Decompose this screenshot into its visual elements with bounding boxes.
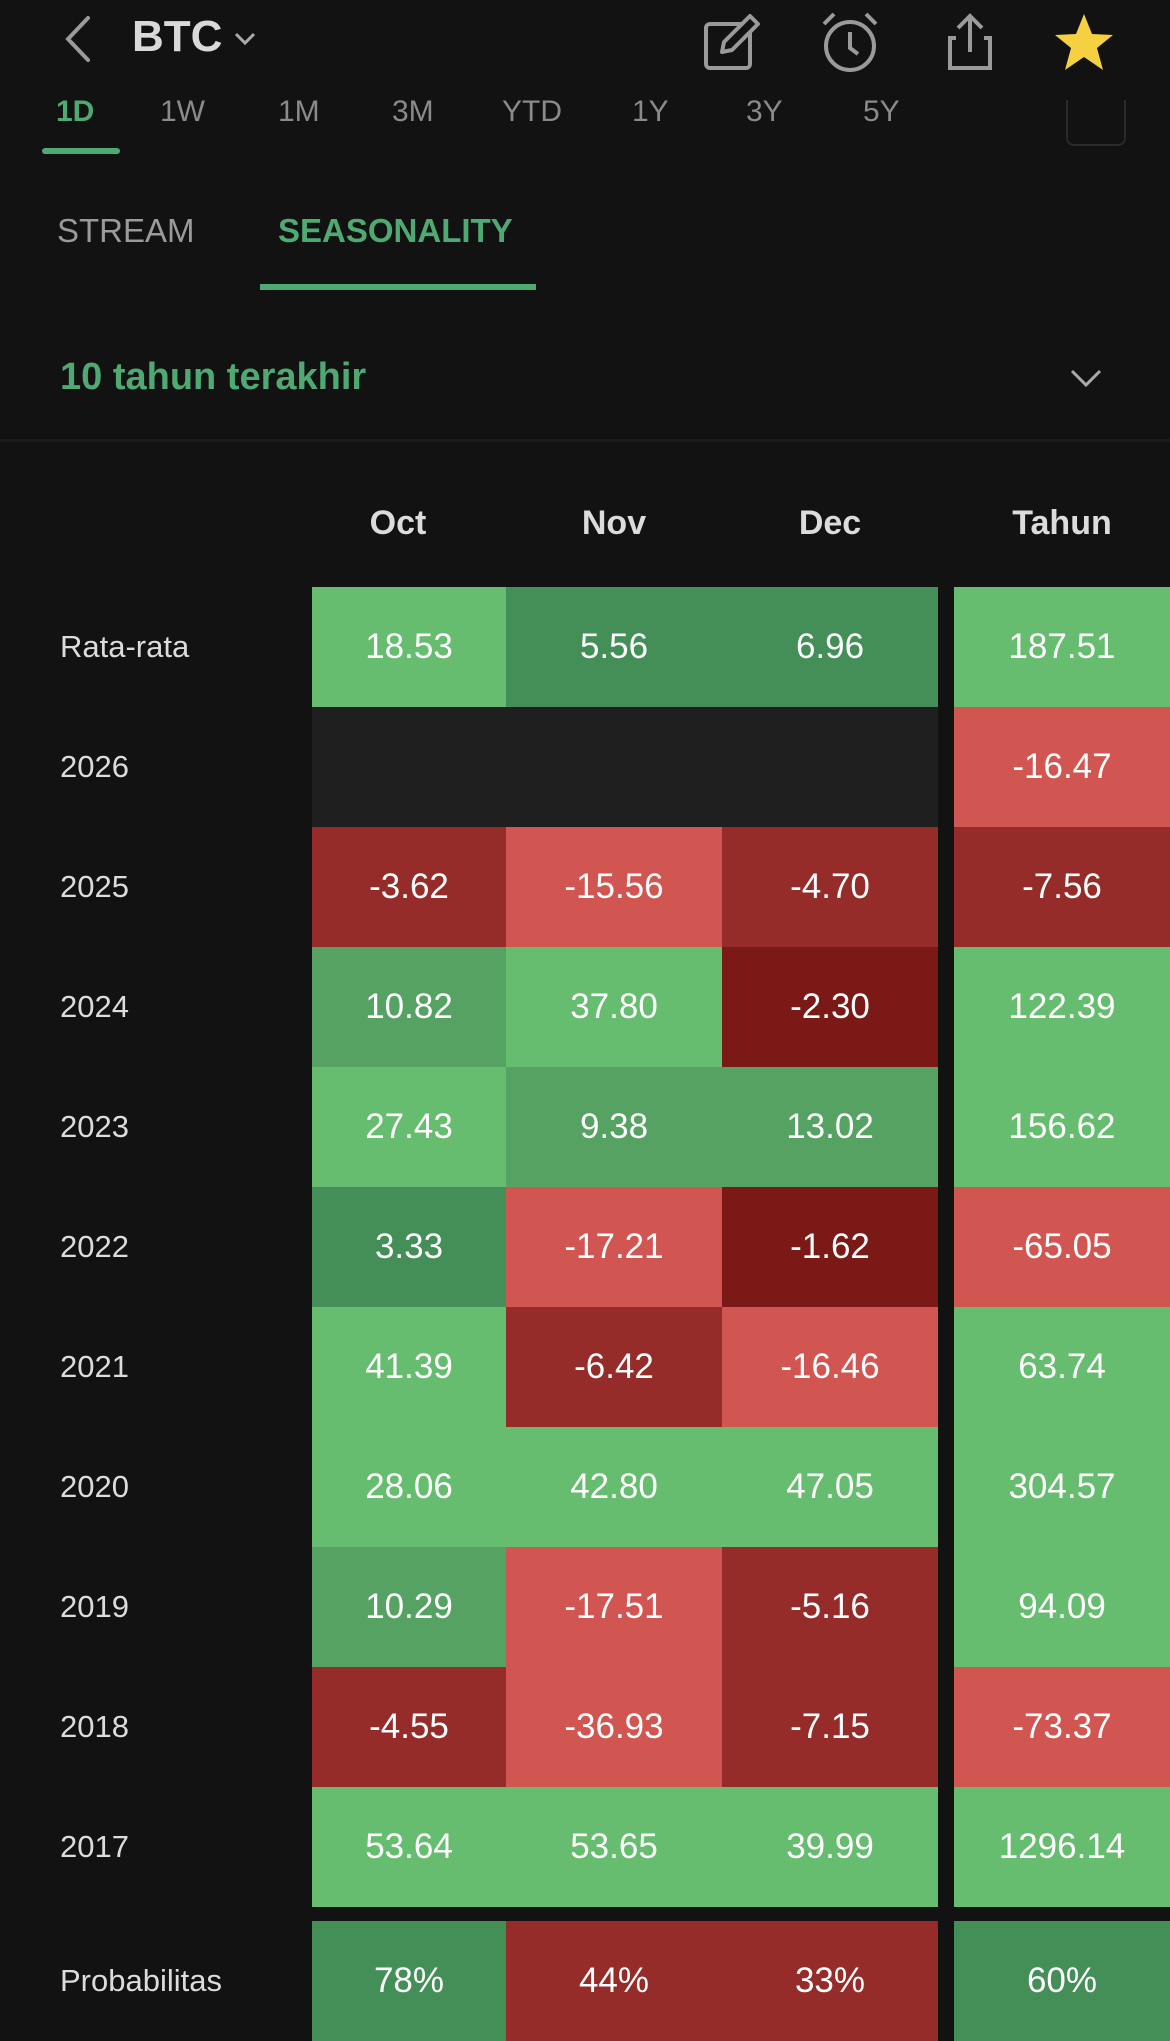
table-cell: 10.29 [312,1547,506,1667]
table-cell: -6.42 [506,1307,722,1427]
table-cell: 156.62 [954,1067,1170,1187]
row-label: 2022 [60,1229,129,1264]
chevron-down-icon[interactable] [232,28,258,48]
chevron-down-icon[interactable] [1068,366,1104,390]
table-cell: 28.06 [312,1427,506,1547]
table-cell: 63.74 [954,1307,1170,1427]
table-cell: 27.43 [312,1067,506,1187]
edit-icon[interactable] [700,10,764,74]
table-cell: 94.09 [954,1547,1170,1667]
period-1d[interactable]: 1D [56,95,95,128]
row-label: 2018 [60,1709,129,1744]
period-3m[interactable]: 3M [392,95,434,128]
row-label: Probabilitas [60,1963,222,1998]
period-1w[interactable]: 1W [160,95,205,128]
column-header-year: Tahun [1012,504,1112,542]
table-cell: 37.80 [506,947,722,1067]
period-selector: 1D 1W 1M 3M YTD 1Y 3Y 5Y [0,95,1170,155]
table-cell: -2.30 [722,947,938,1067]
divider [0,439,1170,442]
period-3y[interactable]: 3Y [746,95,783,128]
table-cell: 42.80 [506,1427,722,1547]
top-bar: BTC [0,0,1170,100]
row-label: 2017 [60,1829,129,1864]
table-cell: 39.99 [722,1787,938,1907]
column-header-oct: Oct [369,504,427,542]
table-cell: 53.65 [506,1787,722,1907]
table-cell: 9.38 [506,1067,722,1187]
row-label: 2025 [60,869,129,904]
table-cell [312,707,506,827]
table-cell: 122.39 [954,947,1170,1067]
period-ytd[interactable]: YTD [502,95,562,128]
probability-cell: 33% [722,1921,938,2041]
table-cell [506,707,722,827]
column-header-dec: Dec [798,504,862,542]
table-cell: -1.62 [722,1187,938,1307]
period-5y[interactable]: 5Y [863,95,900,128]
table-cell: 18.53 [312,587,506,707]
table-cell: -5.16 [722,1547,938,1667]
table-cell: -7.15 [722,1667,938,1787]
table-cell [722,707,938,827]
tab-stream[interactable]: STREAM [57,212,195,249]
row-label: 2024 [60,989,129,1024]
row-label: 2026 [60,749,129,784]
row-label: 2021 [60,1349,129,1384]
row-label: Rata-rata [60,629,190,664]
alarm-icon[interactable] [818,10,882,74]
table-cell: 304.57 [954,1427,1170,1547]
table-cell: 41.39 [312,1307,506,1427]
probability-cell: 60% [954,1921,1170,2041]
table-cell: -17.21 [506,1187,722,1307]
table-cell: -17.51 [506,1547,722,1667]
table-cell: 47.05 [722,1427,938,1547]
table-cell: -16.46 [722,1307,938,1427]
tab-seasonality[interactable]: SEASONALITY [278,212,513,249]
table-cell: 53.64 [312,1787,506,1907]
row-label: 2019 [60,1589,129,1624]
table-cell: 13.02 [722,1067,938,1187]
share-icon[interactable] [938,10,1002,74]
table-cell: 1296.14 [954,1787,1170,1907]
symbol-title[interactable]: BTC [132,12,223,61]
range-filter[interactable]: 10 tahun terakhir [60,356,367,398]
table-cell: -3.62 [312,827,506,947]
table-cell: 6.96 [722,587,938,707]
table-cell: 187.51 [954,587,1170,707]
favorite-star-icon[interactable] [1052,10,1116,74]
table-cell: -36.93 [506,1667,722,1787]
table-cell: -73.37 [954,1667,1170,1787]
table-cell: -4.70 [722,827,938,947]
row-label: 2023 [60,1109,129,1144]
period-1y[interactable]: 1Y [632,95,669,128]
table-cell: -16.47 [954,707,1170,827]
period-active-indicator [42,148,120,154]
probability-cell: 78% [312,1921,506,2041]
table-cell: -7.56 [954,827,1170,947]
table-cell: -4.55 [312,1667,506,1787]
column-header-nov: Nov [581,504,647,542]
table-cell: -15.56 [506,827,722,947]
period-1m[interactable]: 1M [278,95,320,128]
row-label: 2020 [60,1469,129,1504]
table-cell: 3.33 [312,1187,506,1307]
tab-active-indicator [260,284,536,290]
table-cell: 10.82 [312,947,506,1067]
table-cell: -65.05 [954,1187,1170,1307]
expand-chart-button[interactable] [1066,100,1126,146]
probability-cell: 44% [506,1921,722,2041]
table-cell: 5.56 [506,587,722,707]
back-icon[interactable] [58,14,98,64]
